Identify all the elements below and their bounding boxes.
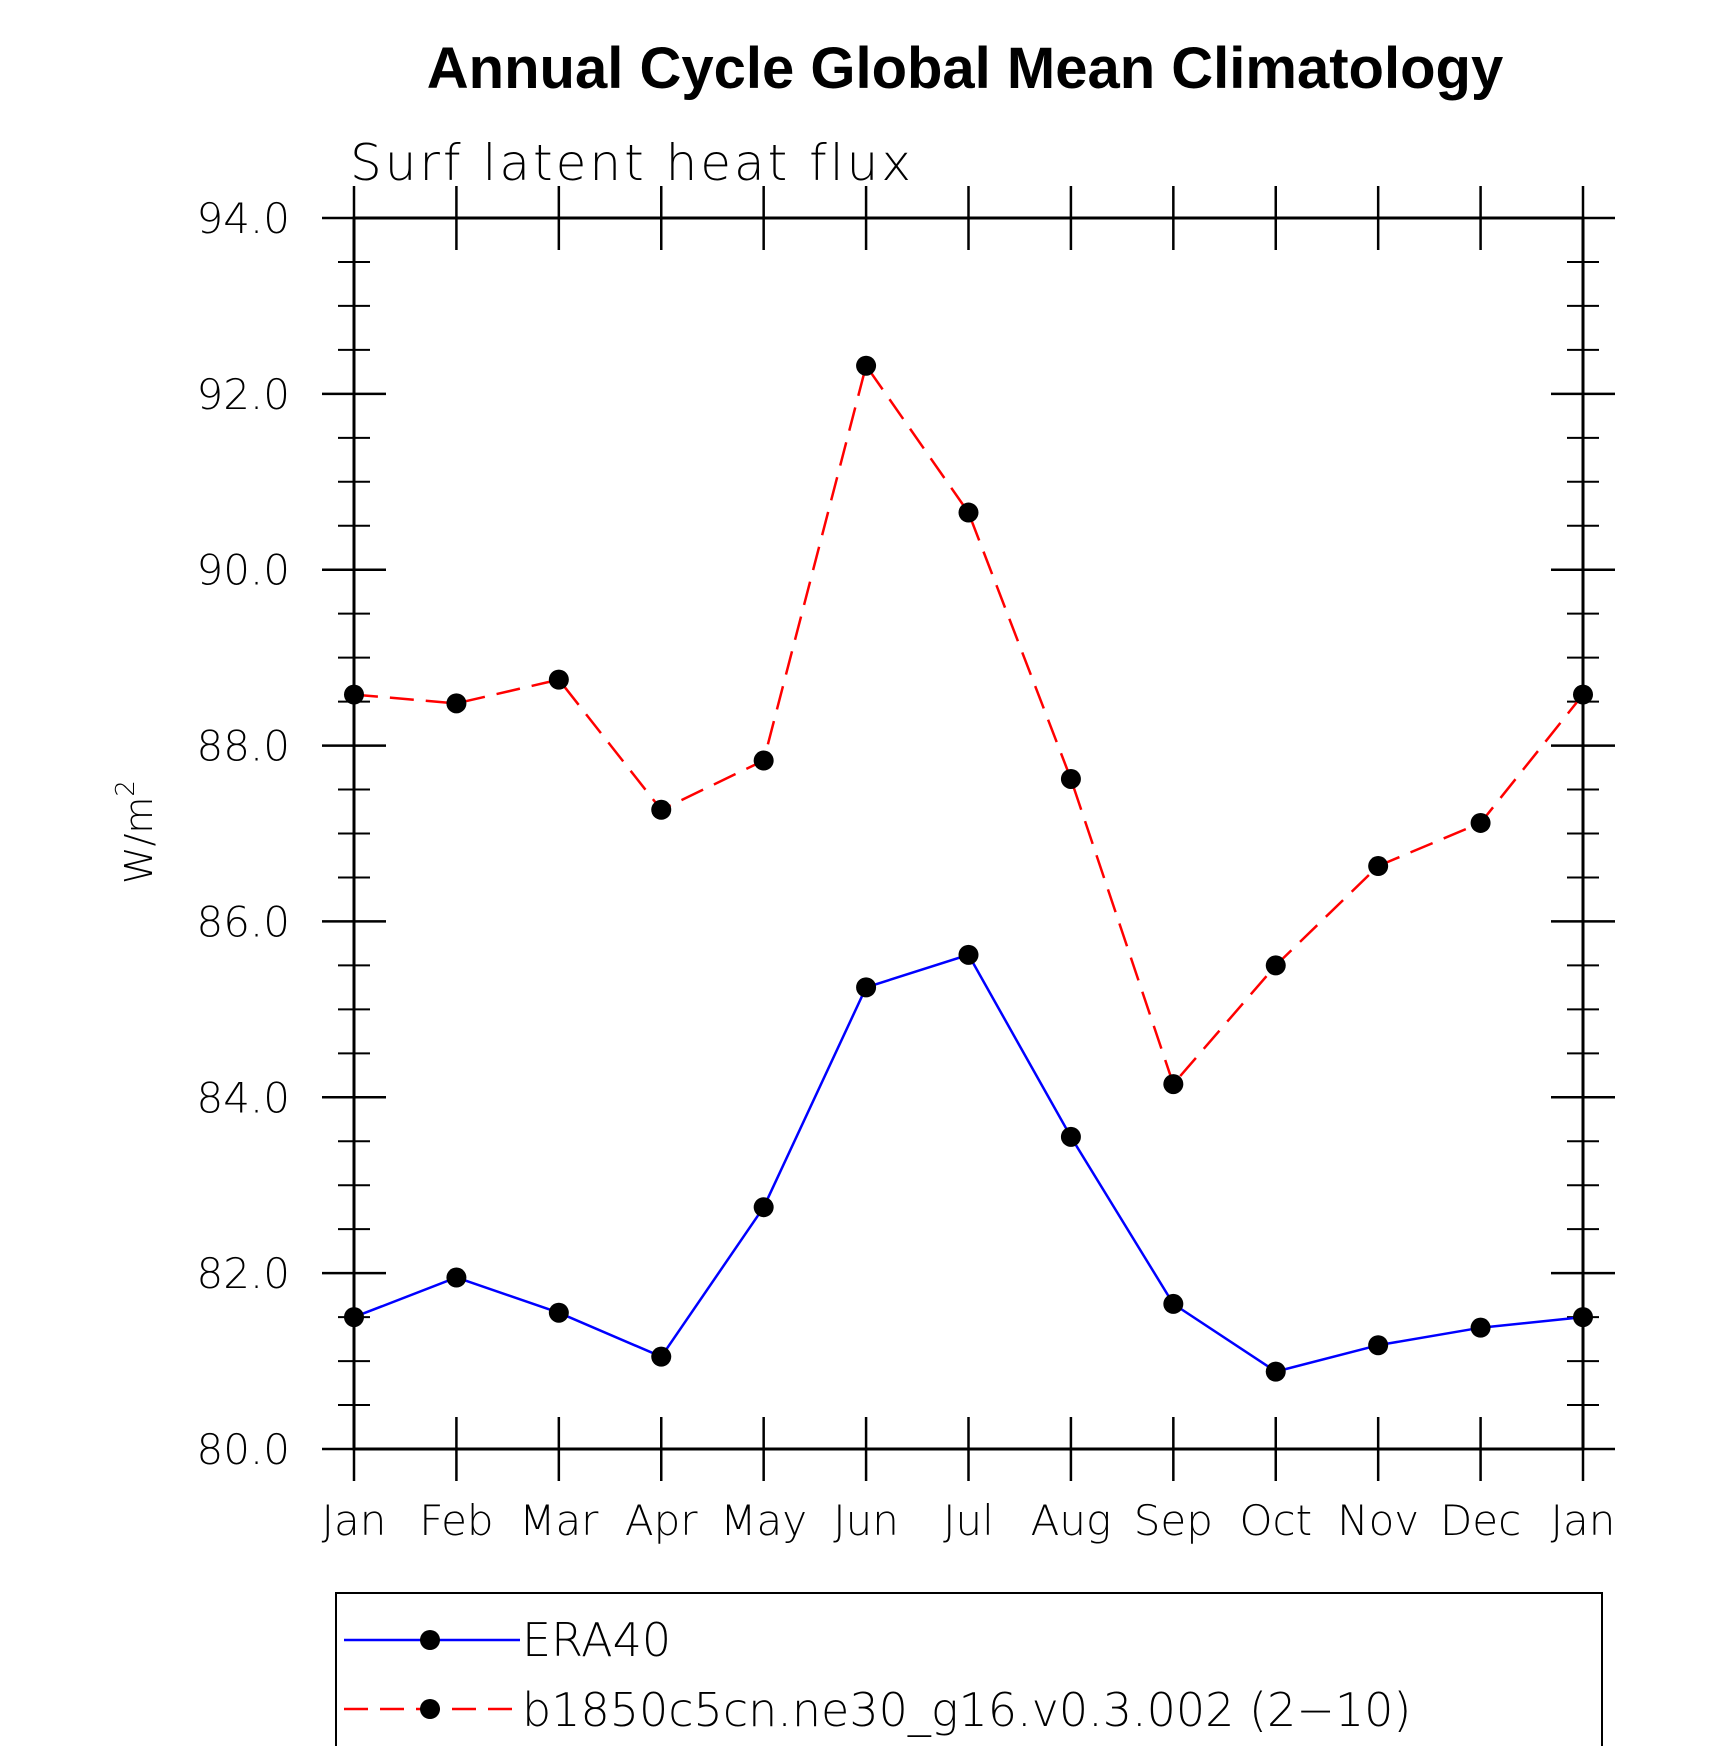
x-tick-label: Jan	[1551, 1496, 1616, 1545]
data-point	[1265, 1361, 1286, 1382]
y-tick-label: 92.0	[196, 370, 290, 419]
data-point	[1265, 955, 1286, 976]
data-point	[753, 750, 774, 771]
y-tick-label: 82.0	[196, 1249, 290, 1298]
data-point	[548, 669, 569, 690]
data-point	[1163, 1074, 1184, 1095]
chart-subtitle: Surf latent heat flux	[350, 134, 914, 192]
y-tick-label: 88.0	[196, 722, 290, 771]
y-tick-label: 84.0	[196, 1073, 290, 1122]
x-tick-label: May	[720, 1496, 807, 1545]
legend-box	[335, 1592, 1603, 1746]
x-tick-label: Oct	[1239, 1496, 1312, 1545]
x-tick-label: Apr	[625, 1496, 698, 1545]
y-axis-label-superscript: 2	[111, 780, 141, 797]
series-line-0	[353, 953, 1584, 1373]
x-tick-label: Jul	[943, 1496, 994, 1545]
y-tick-labels: 80.0 82.0 84.0 86.0 88.0 90.0 92.0 94.0	[196, 194, 290, 1474]
x-tick-label: Feb	[419, 1496, 493, 1545]
legend-label-era40: ERA40	[522, 1613, 671, 1667]
y-axis-label: W/m2	[111, 780, 161, 884]
axis-ticks	[322, 186, 1615, 1481]
legend: ERA40 b1850c5cn.ne30_g16.v0.3.002 (2−10)	[335, 1592, 1603, 1746]
data-point	[856, 977, 877, 998]
y-tick-label: 86.0	[196, 897, 290, 946]
x-tick-label: Jun	[833, 1496, 899, 1545]
svg-text:W/m2: W/m2	[111, 780, 161, 884]
data-point	[1060, 1126, 1081, 1147]
chart-title: Annual Cycle Global Mean Climatology	[427, 36, 1503, 101]
y-tick-label: 94.0	[196, 194, 290, 243]
x-tick-label: Aug	[1031, 1496, 1112, 1545]
data-point	[1368, 1335, 1389, 1356]
data-point	[1470, 1317, 1491, 1338]
legend-marker-model	[420, 1699, 440, 1719]
data-point	[1163, 1293, 1184, 1314]
legend-marker-era40	[420, 1630, 440, 1650]
data-point	[651, 799, 672, 820]
data-point	[651, 1346, 672, 1367]
data-point	[446, 693, 467, 714]
data-point	[446, 1267, 467, 1288]
y-axis-label-text: W/m	[117, 797, 161, 884]
y-tick-label: 80.0	[196, 1425, 290, 1474]
data-point	[548, 1302, 569, 1323]
x-tick-labels: Jan Feb Mar Apr May Jun Jul Aug Sep Oct Nov Dec Jan	[322, 1496, 1616, 1545]
series-points	[344, 355, 1593, 1382]
x-tick-label: Mar	[519, 1496, 599, 1545]
data-point	[856, 355, 877, 376]
x-tick-label: Dec	[1440, 1496, 1521, 1545]
data-point	[958, 944, 979, 965]
x-tick-label: Sep	[1134, 1496, 1213, 1545]
data-point	[1060, 768, 1081, 789]
x-tick-label: Nov	[1337, 1496, 1419, 1545]
data-point	[958, 502, 979, 523]
plot-frame	[352, 216, 1585, 1451]
y-tick-label: 90.0	[196, 546, 290, 595]
data-point	[1368, 856, 1389, 877]
data-point	[1470, 812, 1491, 833]
legend-label-model: b1850c5cn.ne30_g16.v0.3.002 (2−10)	[522, 1683, 1411, 1737]
series-line-1	[353, 362, 1584, 1087]
data-point	[753, 1197, 774, 1218]
x-tick-label: Jan	[322, 1496, 387, 1545]
